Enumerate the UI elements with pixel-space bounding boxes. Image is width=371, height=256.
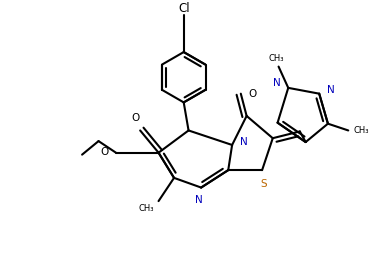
Text: CH₃: CH₃ (138, 204, 154, 213)
Text: CH₃: CH₃ (353, 126, 368, 135)
Text: O: O (131, 113, 139, 123)
Text: Cl: Cl (178, 2, 190, 15)
Text: N: N (273, 78, 280, 88)
Text: N: N (327, 85, 335, 95)
Text: N: N (195, 195, 203, 205)
Text: N: N (240, 137, 247, 147)
Text: O: O (100, 147, 108, 157)
Text: CH₃: CH₃ (269, 54, 285, 63)
Text: O: O (249, 89, 257, 99)
Text: S: S (261, 179, 267, 189)
